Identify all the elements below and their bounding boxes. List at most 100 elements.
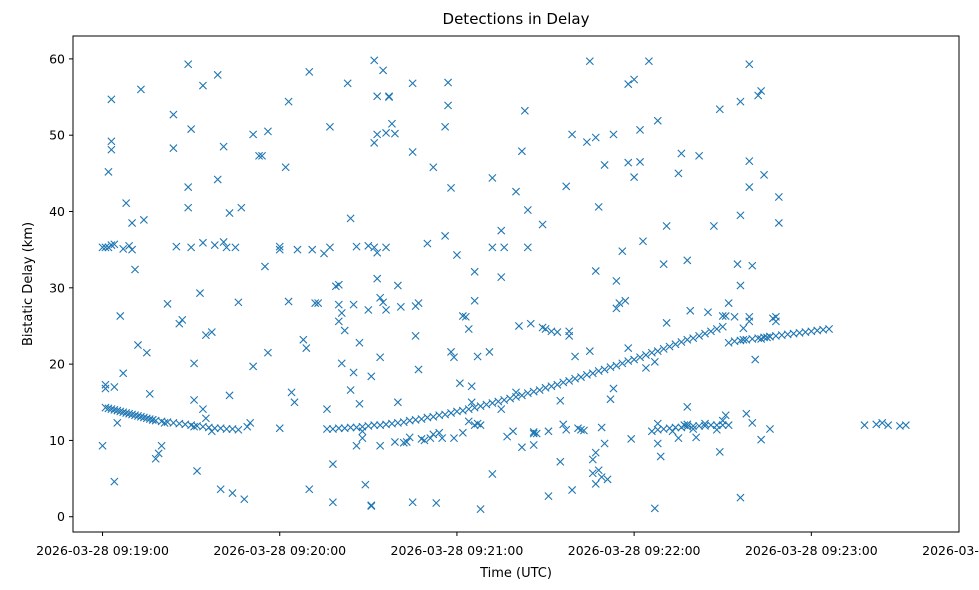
data-point (429, 430, 438, 439)
data-point (488, 173, 497, 182)
data-point (122, 199, 131, 208)
data-point (328, 460, 337, 469)
data-point (322, 424, 331, 433)
data-point (370, 56, 379, 65)
data-point (689, 424, 698, 433)
data-point (606, 363, 615, 372)
data-point (133, 412, 142, 421)
data-point (125, 241, 134, 250)
data-point (878, 418, 887, 427)
data-point (116, 312, 125, 321)
data-point (455, 379, 464, 388)
data-point (145, 415, 154, 424)
data-point (736, 281, 745, 290)
data-point (219, 238, 228, 247)
data-point (467, 398, 476, 407)
data-point (131, 411, 140, 420)
data-point (367, 502, 376, 511)
data-point (512, 187, 520, 196)
data-point (222, 243, 231, 252)
data-point (187, 243, 196, 252)
data-point (361, 480, 370, 489)
data-point (213, 175, 222, 184)
data-point (246, 418, 255, 427)
data-point (588, 455, 597, 464)
data-point (196, 289, 204, 298)
data-point (562, 425, 571, 434)
data-point (387, 119, 396, 128)
data-point (373, 248, 382, 257)
data-point (458, 406, 467, 415)
data-point (260, 262, 269, 271)
data-point (364, 241, 373, 250)
data-point (390, 437, 399, 446)
data-point (151, 454, 160, 463)
data-point (500, 395, 509, 404)
data-point (559, 378, 568, 387)
data-point (692, 433, 701, 442)
data-point (184, 183, 193, 192)
data-point (497, 273, 506, 282)
data-point (222, 424, 231, 433)
data-point (582, 138, 591, 147)
data-point (553, 328, 562, 337)
data-point (644, 57, 653, 66)
data-point (447, 347, 456, 356)
data-point (249, 362, 258, 371)
data-point (739, 335, 748, 344)
data-point (334, 300, 343, 309)
data-point (621, 296, 630, 305)
data-point (624, 357, 633, 366)
data-point (650, 357, 659, 366)
data-point (473, 352, 482, 361)
data-point (724, 421, 733, 430)
data-point (349, 300, 358, 309)
data-point (376, 293, 385, 302)
data-point (119, 408, 128, 417)
data-point (757, 435, 766, 444)
data-point (190, 359, 199, 368)
data-point (346, 423, 355, 432)
y-tick-label: 40 (49, 204, 65, 219)
data-point (712, 325, 721, 334)
data-point (243, 422, 252, 431)
data-point (659, 344, 668, 353)
data-point (470, 403, 479, 412)
data-point (674, 169, 683, 178)
data-point (739, 324, 748, 333)
data-point (373, 274, 382, 283)
data-point (461, 312, 470, 321)
data-point (346, 386, 355, 395)
x-tick-label: 2026-03-28 09:20:00 (213, 543, 346, 558)
data-point (579, 426, 588, 435)
data-point (136, 85, 145, 94)
data-point (686, 306, 695, 315)
data-point (249, 130, 258, 139)
data-point (482, 400, 491, 409)
data-point (258, 151, 267, 160)
data-point (706, 327, 715, 336)
data-point (600, 160, 609, 169)
data-point (305, 67, 314, 76)
data-point (160, 418, 169, 427)
data-point (774, 218, 783, 227)
data-point (364, 305, 373, 314)
data-point (485, 347, 494, 356)
data-point (438, 434, 447, 443)
data-point (290, 398, 299, 407)
data-point (774, 193, 783, 201)
data-point (334, 317, 343, 326)
data-point (512, 388, 520, 397)
data-point (420, 436, 429, 445)
data-point (671, 340, 680, 349)
data-point (178, 315, 187, 324)
data-point (860, 421, 869, 430)
data-point (325, 122, 334, 131)
data-point (373, 130, 382, 139)
data-point (600, 365, 609, 374)
data-point (568, 486, 577, 495)
data-point (444, 78, 453, 87)
data-point (379, 298, 388, 307)
data-point (514, 321, 523, 330)
data-point (677, 338, 686, 346)
